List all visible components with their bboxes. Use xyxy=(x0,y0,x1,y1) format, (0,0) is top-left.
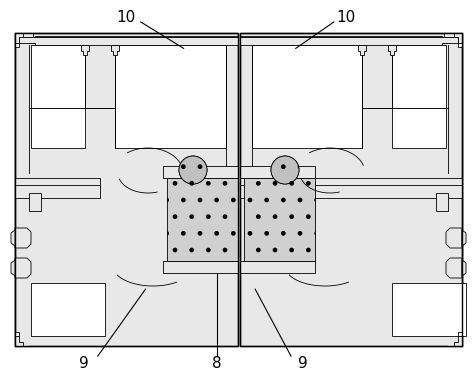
Bar xyxy=(15,33,29,346)
Polygon shape xyxy=(445,258,461,278)
Polygon shape xyxy=(81,45,89,55)
Polygon shape xyxy=(457,43,461,47)
Polygon shape xyxy=(11,230,15,246)
Polygon shape xyxy=(15,33,238,43)
Polygon shape xyxy=(453,336,461,346)
Bar xyxy=(391,283,465,336)
Polygon shape xyxy=(15,332,19,336)
Bar xyxy=(29,193,41,211)
Bar xyxy=(239,178,461,188)
Polygon shape xyxy=(387,45,395,55)
Bar xyxy=(244,178,314,261)
Polygon shape xyxy=(15,228,31,248)
Circle shape xyxy=(270,156,298,184)
Polygon shape xyxy=(461,260,465,276)
Text: 9: 9 xyxy=(298,356,307,371)
Polygon shape xyxy=(445,228,461,248)
Bar xyxy=(163,261,238,273)
Bar xyxy=(31,108,85,148)
Polygon shape xyxy=(457,332,461,336)
Polygon shape xyxy=(239,37,457,45)
Polygon shape xyxy=(15,43,19,47)
Bar xyxy=(239,33,461,346)
Polygon shape xyxy=(357,45,365,55)
Polygon shape xyxy=(11,260,15,276)
Circle shape xyxy=(270,156,298,184)
Bar xyxy=(239,166,314,178)
Bar xyxy=(15,185,100,198)
Polygon shape xyxy=(453,33,461,43)
Text: 10: 10 xyxy=(117,9,136,25)
Bar xyxy=(15,33,238,346)
Polygon shape xyxy=(19,37,238,45)
Polygon shape xyxy=(15,336,23,346)
Bar xyxy=(167,178,238,261)
Circle shape xyxy=(178,156,207,184)
Polygon shape xyxy=(111,45,119,55)
Bar xyxy=(239,33,461,346)
Bar xyxy=(31,283,105,336)
Bar xyxy=(15,178,100,188)
Bar xyxy=(251,45,361,148)
Text: 10: 10 xyxy=(336,9,355,25)
Circle shape xyxy=(178,156,207,184)
Bar xyxy=(163,166,238,178)
Polygon shape xyxy=(15,33,23,43)
Polygon shape xyxy=(15,258,31,278)
Bar xyxy=(391,108,445,148)
Bar xyxy=(239,185,461,198)
Bar xyxy=(15,33,238,346)
Text: 8: 8 xyxy=(212,356,221,371)
Bar xyxy=(115,45,226,148)
Bar xyxy=(391,45,445,108)
Bar xyxy=(447,33,461,346)
Text: 9: 9 xyxy=(79,356,88,371)
Polygon shape xyxy=(461,230,465,246)
Bar xyxy=(15,33,27,45)
Bar xyxy=(435,193,447,211)
Bar xyxy=(239,261,314,273)
Bar xyxy=(31,45,85,108)
Polygon shape xyxy=(239,33,461,43)
